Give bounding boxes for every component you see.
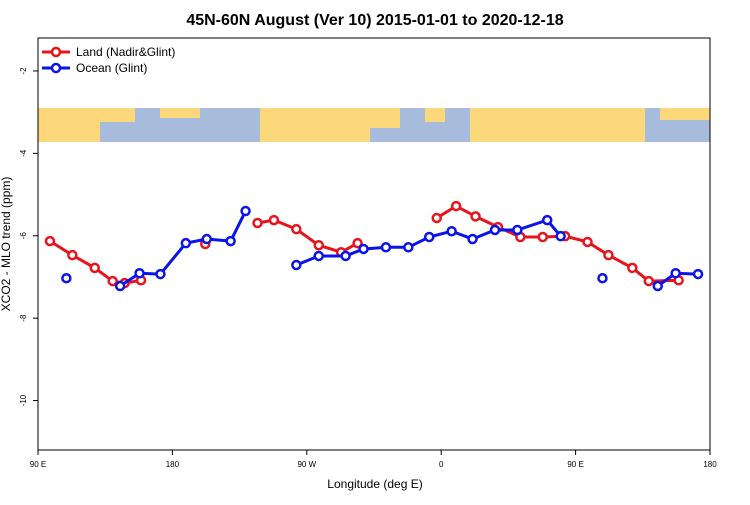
- point: [44, 235, 56, 247]
- point: [512, 224, 523, 236]
- point: [627, 262, 638, 274]
- point: [582, 236, 593, 248]
- x-tick-label: 0: [439, 460, 444, 469]
- chart-title: 45N-60N August (Ver 10) 2015-01-01 to 20…: [186, 12, 563, 29]
- point: [597, 272, 608, 284]
- point: [340, 250, 351, 262]
- point: [352, 237, 363, 249]
- point: [114, 280, 126, 292]
- legend-marker: [50, 46, 62, 58]
- point: [313, 250, 324, 262]
- point: [180, 237, 192, 249]
- point: [470, 211, 481, 222]
- y-tick-label: -8: [19, 314, 28, 322]
- point: [380, 242, 392, 253]
- point: [291, 223, 302, 235]
- point: [467, 233, 478, 245]
- point: [403, 242, 414, 253]
- plot-frame: [37, 37, 711, 451]
- y-tick-label: -4: [19, 149, 28, 157]
- point: [450, 200, 462, 212]
- x-tick-label: 90 W: [297, 460, 316, 469]
- point: [61, 272, 72, 284]
- point: [358, 243, 369, 255]
- point: [541, 214, 553, 226]
- legend-marker: [50, 62, 62, 74]
- y-axis-label: XCO2 - MLO trend (ppm): [0, 177, 13, 312]
- legend-label: Ocean (Glint): [76, 61, 147, 75]
- point: [240, 205, 251, 217]
- x-axis-label: Longitude (deg E): [327, 477, 422, 491]
- y-tick-label: -6: [19, 232, 28, 240]
- y-tick-label: -2: [19, 67, 28, 75]
- point: [555, 230, 566, 242]
- point: [252, 217, 263, 229]
- point: [537, 231, 548, 243]
- point: [603, 249, 614, 261]
- point: [89, 262, 100, 274]
- point: [134, 268, 145, 279]
- point: [692, 268, 704, 280]
- legend-label: Land (Nadir&Glint): [76, 45, 175, 59]
- map-strip: [38, 108, 710, 142]
- point: [431, 212, 442, 224]
- x-tick-label: 180: [703, 460, 717, 469]
- point: [155, 268, 166, 280]
- point: [670, 268, 681, 279]
- point: [643, 275, 655, 287]
- y-tick-label: -10: [19, 394, 28, 406]
- point: [446, 225, 457, 237]
- point: [107, 275, 118, 287]
- point: [67, 249, 78, 261]
- point: [268, 214, 280, 226]
- point: [652, 280, 663, 292]
- point: [424, 231, 435, 243]
- point: [225, 235, 236, 247]
- point: [201, 233, 212, 245]
- point: [313, 239, 324, 251]
- x-tick-label: 90 E: [30, 460, 46, 469]
- point: [291, 259, 302, 271]
- point: [489, 224, 501, 236]
- x-tick-label: 90 E: [567, 460, 583, 469]
- x-tick-label: 180: [166, 460, 180, 469]
